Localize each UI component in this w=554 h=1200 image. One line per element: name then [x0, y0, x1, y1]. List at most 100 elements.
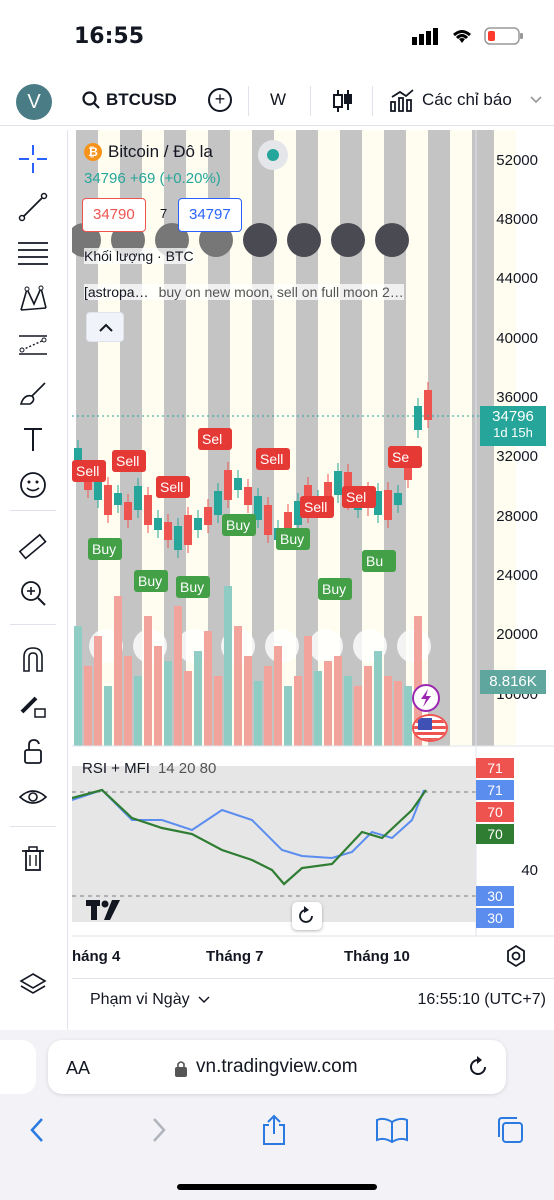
volume-tag: 8.816K [480, 670, 546, 694]
share-button[interactable] [256, 1112, 292, 1148]
buy-signal-label: Buy [226, 517, 250, 533]
compare-add-button[interactable]: + [208, 88, 232, 112]
indicators-label: Các chỉ báo [422, 90, 512, 109]
chart-area[interactable]: Sell Sell Sell Sel Sell Sell Sel Se Buy Buy Buy Buy… [72, 130, 554, 1030]
price-tick: 20000 [496, 626, 538, 643]
pattern-tool[interactable] [16, 282, 50, 316]
candle [94, 476, 102, 500]
us-flag-icon[interactable] [412, 714, 448, 742]
trendline-tool[interactable] [16, 190, 50, 224]
volume-bar [264, 666, 272, 746]
visibility-tool[interactable] [16, 780, 50, 814]
chart-type-button[interactable] [332, 88, 354, 119]
sell-signal [72, 460, 106, 482]
indicators-button[interactable]: Các chỉ báo [390, 88, 542, 112]
volume-bar [364, 666, 372, 746]
sell-signal [388, 446, 422, 468]
tabs-button[interactable] [492, 1112, 528, 1148]
moon-phase-band [406, 130, 428, 746]
delete-tool[interactable] [16, 842, 50, 876]
volume-bar [254, 681, 262, 746]
volume-legend[interactable]: Khối lượng · BTC [84, 248, 194, 264]
sell-signal-label: Sel [346, 489, 366, 505]
bookmarks-button[interactable] [374, 1112, 410, 1148]
signal-icon [412, 28, 438, 45]
sell-price-button[interactable]: 34790 [82, 198, 146, 232]
gear-icon [507, 944, 525, 968]
series-title-text: Bitcoin / Đô la [108, 142, 213, 161]
candle [164, 522, 172, 540]
rsi-value-tag: 30 [476, 908, 514, 928]
chevron-down-icon [530, 96, 542, 104]
spread-value: 7 [160, 206, 168, 221]
crosshair-tool[interactable] [16, 142, 50, 176]
magnet-tool[interactable] [16, 642, 50, 676]
object-tree-tool[interactable] [16, 968, 50, 1002]
volume-bar [404, 686, 412, 746]
fib-retracement-icon [18, 242, 48, 265]
rsi-legend[interactable]: RSI + MFI 14 20 80 [82, 760, 216, 777]
price-tick: 40000 [496, 330, 538, 347]
lock-icon [175, 1061, 187, 1077]
candle [234, 478, 242, 490]
zoom-tool[interactable] [16, 576, 50, 610]
sell-signal [112, 450, 146, 472]
forward-button[interactable] [140, 1112, 176, 1148]
buy-signal [88, 538, 122, 560]
tool-divider [10, 826, 56, 827]
volume-bar [294, 676, 302, 746]
clock-timezone[interactable]: 16:55:10 (UTC+7) [417, 991, 546, 1008]
home-indicator [177, 1184, 377, 1190]
status-bar: 16:55 [0, 0, 554, 76]
candle [214, 491, 222, 515]
lock-tool[interactable] [16, 734, 50, 768]
candle [114, 493, 122, 505]
interval-button[interactable]: W [270, 90, 287, 109]
candle [134, 486, 142, 510]
tradingview-logo [86, 900, 130, 929]
volume-bar [284, 686, 292, 746]
previous-tab[interactable] [0, 1040, 36, 1094]
text-tool[interactable] [16, 422, 50, 456]
indicators-icon [390, 89, 414, 112]
candle [174, 526, 182, 550]
brush-tool[interactable] [16, 376, 50, 410]
candle [184, 515, 192, 545]
buy-price-button[interactable]: 34797 [178, 198, 242, 232]
reload-icon[interactable] [466, 1055, 490, 1079]
chevron-left-icon [30, 1118, 43, 1142]
zoom-in-icon [21, 581, 46, 606]
symbol-search[interactable]: BTCUSD [82, 90, 177, 110]
settings-button[interactable] [504, 944, 528, 973]
avatar[interactable]: V [16, 84, 52, 120]
back-button[interactable] [20, 1112, 56, 1148]
projection-tool[interactable] [16, 328, 50, 362]
new-moon-marker [375, 223, 409, 257]
emoji-tool[interactable] [16, 468, 50, 502]
measure-tool[interactable] [16, 530, 50, 564]
price-tick: 36000 [496, 389, 538, 406]
symbol-label: BTCUSD [106, 90, 177, 109]
candle [404, 462, 412, 480]
price-tick: 24000 [496, 567, 538, 584]
smiley-icon [20, 472, 46, 498]
time-tick: Tháng 7 [206, 948, 264, 965]
script-legend[interactable]: [astropa… buy on new moon, sell on full … [84, 284, 404, 300]
series-title[interactable]: ₿ Bitcoin / Đô la [84, 142, 213, 162]
text-icon [24, 428, 42, 451]
lightning-icon[interactable] [412, 684, 440, 712]
reset-scale-button[interactable] [292, 902, 322, 930]
candle [264, 505, 272, 535]
volume-bar [144, 616, 152, 746]
volume-bar [344, 676, 352, 746]
fib-tool[interactable] [16, 236, 50, 270]
reader-text-button[interactable]: AA [66, 1058, 91, 1078]
market-status-icon[interactable] [258, 140, 288, 170]
collapse-legend-button[interactable] [86, 312, 124, 342]
date-range-button[interactable]: Phạm vi Ngày [90, 991, 210, 1009]
lock-drawings-tool[interactable] [16, 688, 50, 722]
volume-bar [184, 671, 192, 746]
address-bar[interactable]: AA vn.tradingview.com [48, 1040, 506, 1094]
pencil-lock-icon [20, 696, 46, 718]
candle [324, 482, 332, 500]
